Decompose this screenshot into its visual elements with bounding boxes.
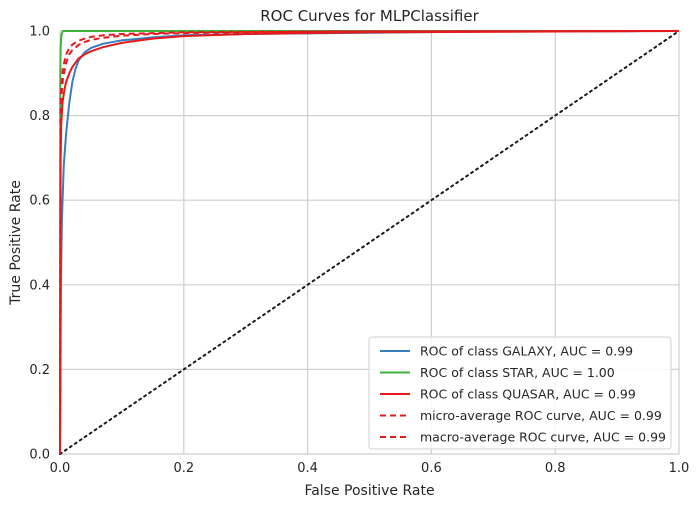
x-tick-label: 0.4 — [297, 461, 318, 476]
x-tick-labels: 0.0 0.2 0.4 0.6 0.8 1.0 — [50, 461, 690, 476]
y-tick-label: 0.8 — [29, 109, 50, 124]
y-tick-labels: 0.0 0.2 0.4 0.6 0.8 1.0 — [29, 25, 50, 463]
legend-entry-label: ROC of class STAR, AUC = 1.00 — [420, 365, 615, 380]
y-tick-label: 1.0 — [29, 25, 50, 40]
x-tick-label: 1.0 — [669, 461, 690, 476]
series-line-1 — [59, 30, 679, 455]
chart-title: ROC Curves for MLPClassifier — [260, 7, 479, 25]
y-tick-label: 0.0 — [29, 448, 50, 463]
legend-entry-label: macro-average ROC curve, AUC = 0.99 — [420, 430, 666, 445]
series-line-2 — [59, 30, 680, 455]
y-axis-label: True Positive Rate — [8, 180, 24, 306]
y-tick-label: 0.2 — [29, 363, 50, 378]
grid-lines — [59, 30, 680, 455]
y-tick-label: 0.6 — [29, 194, 50, 209]
x-tick-label: 0.0 — [50, 461, 71, 476]
legend-box — [368, 336, 672, 450]
series-group — [59, 30, 680, 455]
reference-line — [59, 30, 680, 455]
chance-diagonal-line — [59, 30, 680, 455]
legend-entry-label: ROC of class QUASAR, AUC = 0.99 — [420, 387, 636, 402]
x-axis-label: False Positive Rate — [304, 483, 434, 499]
x-tick-label: 0.6 — [421, 461, 442, 476]
series-line-4 — [59, 30, 680, 455]
y-tick-label: 0.4 — [29, 278, 50, 293]
x-tick-label: 0.2 — [173, 461, 194, 476]
x-tick-label: 0.8 — [545, 461, 566, 476]
legend-entry-label: ROC of class GALAXY, AUC = 0.99 — [420, 344, 633, 359]
legend-entry-label: micro-average ROC curve, AUC = 0.99 — [420, 408, 662, 423]
legend: ROC of class GALAXY, AUC = 0.99 ROC of cl… — [368, 336, 672, 450]
